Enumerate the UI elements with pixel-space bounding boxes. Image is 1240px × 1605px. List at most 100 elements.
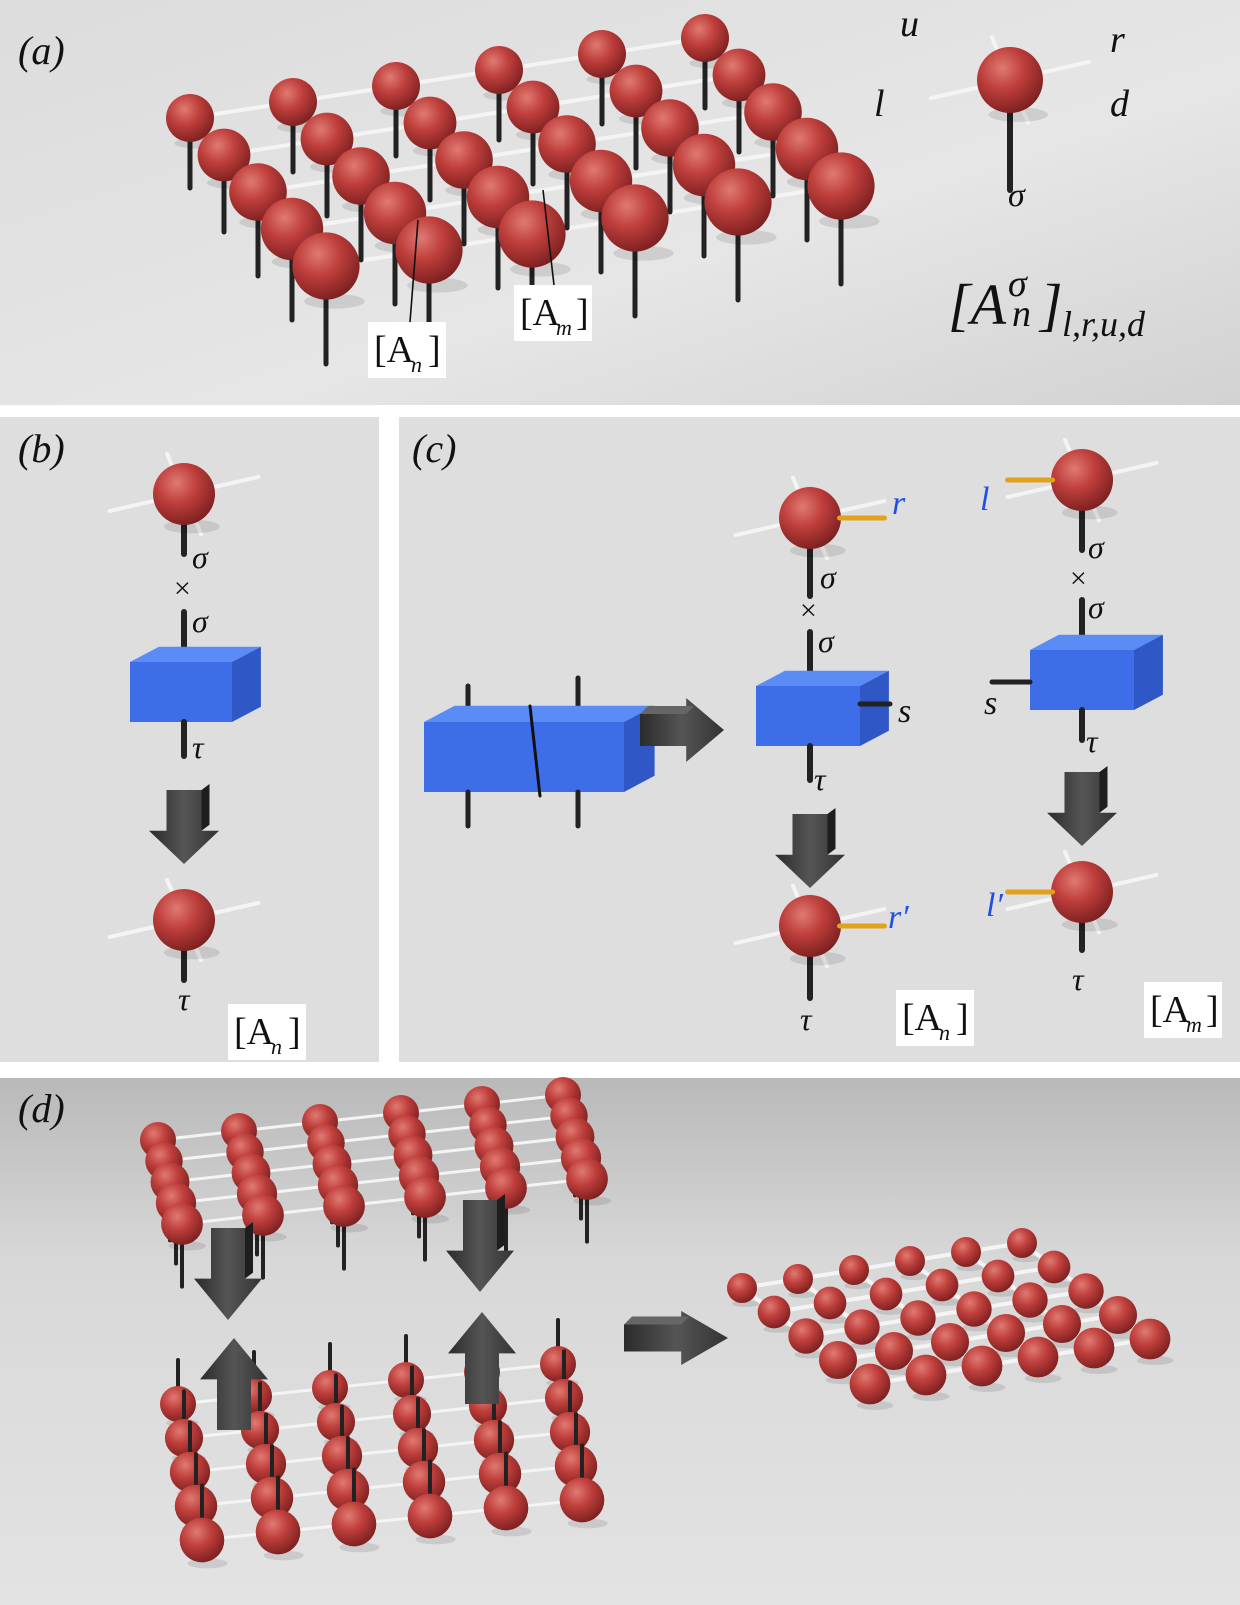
cube-side-face: [1134, 634, 1163, 710]
formula-subscript-n: n: [1012, 293, 1031, 335]
lattice-site: [986, 1313, 1026, 1353]
c-label-r-prime: r′: [888, 899, 909, 936]
c-sigma-right-top: σ: [1088, 529, 1105, 565]
tag-box: [228, 1004, 306, 1060]
lattice-site: [169, 1451, 211, 1493]
c-times-right: ×: [1068, 562, 1088, 595]
arrow-down-d-right: [446, 1194, 514, 1292]
cube-front-face: [756, 686, 860, 746]
lattice-site: [895, 1246, 925, 1276]
cube-side-face: [232, 646, 261, 722]
lattice-site: [704, 168, 772, 236]
arrow-side: [1099, 766, 1108, 813]
tag-pointer: [409, 219, 419, 323]
arrow-down-c-left: [775, 808, 845, 888]
cube-operator-c-left: [756, 670, 889, 746]
formula-bracket-close: ]: [1038, 272, 1063, 337]
lattice-site: [161, 1203, 203, 1245]
lattice-site: [1012, 1282, 1048, 1318]
lattice-site: [292, 232, 360, 300]
tag-Am-panel-c: [A m ]: [1144, 982, 1222, 1038]
cube-top-face: [424, 705, 655, 722]
lattice-site: [478, 1452, 522, 1496]
formula-superscript: σ: [1008, 263, 1028, 305]
b-tau-result: τ: [178, 981, 191, 1017]
lattice-site: [807, 152, 875, 220]
tag-Am-close: ]: [576, 292, 589, 334]
lattice-site: [566, 1158, 608, 1200]
panel-c: [424, 437, 1163, 1001]
tag-Am-panel-a: [A m ]: [514, 189, 592, 341]
lattice-site: [1017, 1336, 1059, 1378]
c-sigma-right-cube: σ: [1088, 589, 1105, 625]
lattice-site: [316, 1402, 356, 1442]
panel-b-label: (b): [18, 426, 65, 471]
tag-An-sub: n: [939, 1020, 950, 1045]
lattice-site: [372, 62, 420, 110]
arrow-up-d-left: [200, 1338, 268, 1430]
b-tau-cube: τ: [192, 729, 205, 765]
tensor-sphere: [779, 487, 841, 549]
tensor-formula: [A σ n ] l,r,u,d: [948, 263, 1146, 344]
tensor-node-c-right-result: [1005, 849, 1159, 953]
arrow-top: [640, 706, 695, 714]
leg-label-sigma: σ: [1008, 177, 1026, 214]
b-sigma-bottom: σ: [192, 603, 209, 639]
tag-box: [368, 322, 446, 378]
tensor-sphere: [1051, 449, 1113, 511]
lattice-site: [473, 1419, 515, 1461]
lattice-site: [323, 1185, 365, 1227]
lattice-site: [485, 1167, 527, 1209]
b-times: ×: [172, 572, 192, 605]
tensor-node-b-result: [107, 877, 261, 983]
lattice-site: [869, 1277, 903, 1311]
lattice-site: [326, 1468, 370, 1512]
lattice-site: [849, 1363, 891, 1405]
lattice-site: [981, 1259, 1015, 1293]
lattice-site: [321, 1435, 363, 1477]
arrow-body: [200, 1338, 268, 1430]
tensor-node-b-top: [107, 451, 261, 557]
lattice-site: [475, 46, 523, 94]
c-tau-right-result: τ: [1072, 961, 1085, 997]
arrow-top: [624, 1316, 690, 1325]
tag-An-close: ]: [428, 329, 441, 371]
c-sigma-left-top: σ: [820, 559, 837, 595]
arrow-down-d-left: [194, 1222, 262, 1320]
lattice-site: [930, 1322, 970, 1362]
lattice-site: [483, 1485, 529, 1531]
panel-c-label: (c): [412, 426, 456, 471]
lattice-site: [1037, 1250, 1071, 1284]
tensor-sphere: [779, 895, 841, 957]
lattice-site: [404, 1176, 446, 1218]
lattice-top-panel-d: [140, 1077, 612, 1289]
c-label-l: l: [980, 481, 989, 518]
lattice-site: [788, 1318, 824, 1354]
tag-pointer: [542, 189, 555, 286]
tag-box: [896, 990, 974, 1046]
lattice-site: [956, 1291, 992, 1327]
lattice-site: [498, 200, 566, 268]
lattice-site: [925, 1268, 959, 1302]
c-times-left: ×: [798, 594, 818, 627]
lattice-site: [300, 112, 354, 166]
lattice-site: [1007, 1228, 1037, 1258]
tensor-legend-node: [928, 35, 1092, 193]
cube-front-face: [130, 662, 232, 722]
tensor-sphere: [1051, 861, 1113, 923]
lattice-site: [813, 1286, 847, 1320]
panel-d: [140, 1077, 1174, 1569]
tensor-sphere: [153, 463, 215, 525]
lattice-site: [179, 1517, 225, 1563]
lattice-site: [544, 1378, 584, 1418]
panel-d-label: (d): [18, 1086, 65, 1131]
lattice-site: [402, 1460, 446, 1504]
lattice-site: [331, 1501, 377, 1547]
lattice-site: [540, 1346, 576, 1382]
lattice-site: [900, 1300, 936, 1336]
formula-bracket-open: [A: [948, 272, 1007, 337]
c-label-r: r: [892, 485, 906, 522]
lattice-site: [549, 1411, 591, 1453]
